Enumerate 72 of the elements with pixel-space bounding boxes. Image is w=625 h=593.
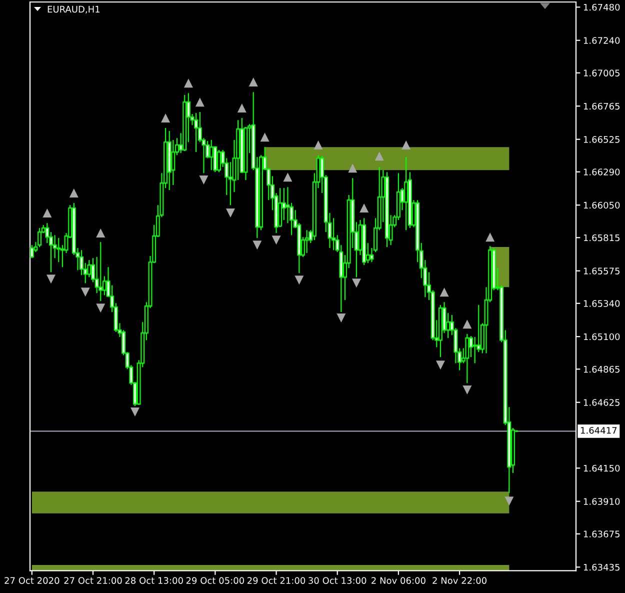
point (462, 386, 472, 395)
point (96, 228, 106, 238)
point (462, 320, 472, 329)
x-tick-label: 27 Oct 2020 (4, 577, 60, 584)
point (46, 274, 56, 284)
y-tick-label: 1.63910 (584, 498, 620, 505)
point (402, 140, 411, 150)
x-tick-label: 30 Oct 13:00 (308, 577, 366, 584)
point (130, 408, 140, 417)
y-tick-label: 1.65815 (584, 234, 620, 242)
y-tick-label: 1.63435 (584, 564, 620, 571)
y-tick-label: 1.66290 (584, 168, 620, 176)
candlestick (98, 241, 103, 302)
candlestick (194, 112, 198, 153)
candlestick (171, 139, 176, 186)
x-tick-label: 28 Oct 13:00 (125, 577, 183, 584)
point (260, 132, 270, 142)
point (440, 288, 449, 297)
candlestick (56, 237, 61, 263)
candlestick (278, 188, 282, 228)
point (272, 236, 281, 245)
point (248, 78, 258, 87)
x-tick-label: 29 Oct 21:00 (248, 577, 306, 584)
point (336, 314, 346, 323)
candlestick (472, 336, 477, 364)
x-tick-label: 27 Oct 21:00 (64, 577, 122, 584)
point (283, 172, 292, 182)
point (436, 360, 445, 370)
y-tick-label: 1.66050 (584, 202, 620, 209)
point (80, 288, 90, 297)
point (161, 114, 170, 123)
point (314, 140, 323, 150)
point (42, 208, 52, 218)
y-tick-label: 1.64150 (584, 464, 620, 472)
y-tick-label: 1.65340 (584, 300, 620, 307)
y-tick-label: 1.67005 (584, 70, 620, 76)
candlestick (228, 161, 232, 206)
point (184, 78, 193, 88)
point (352, 278, 361, 288)
ref-line-label: 1.64417 (580, 426, 617, 434)
y-tick-label: 1.67480 (584, 4, 620, 11)
point (195, 98, 204, 107)
point (486, 232, 495, 242)
x-tick-label: 2 Nov 06:00 (372, 577, 426, 584)
point (199, 176, 208, 185)
point (226, 208, 235, 218)
point (504, 496, 514, 506)
y-tick-label: 1.64865 (584, 366, 620, 373)
y-tick-label: 1.65575 (584, 268, 620, 274)
candlestick (217, 149, 221, 173)
point (252, 240, 262, 250)
y-tick-label: 1.67240 (584, 37, 620, 44)
x-tick-label: 29 Oct 05:00 (186, 577, 244, 584)
point (294, 276, 304, 285)
point (96, 304, 106, 313)
candlestick (38, 228, 42, 248)
candlestick (304, 230, 309, 254)
candlestick (404, 156, 408, 231)
y-tick-label: 1.63675 (584, 530, 620, 538)
point (348, 164, 358, 173)
point (237, 104, 246, 113)
point (69, 188, 78, 198)
y-tick-label: 1.64625 (584, 399, 620, 406)
candlestick (209, 139, 214, 171)
y-tick-label: 1.66525 (584, 136, 620, 143)
candlestick (465, 333, 470, 384)
x-tick-label: 2 Nov 22:00 (432, 577, 487, 584)
y-tick-label: 1.65100 (584, 333, 620, 340)
chart-title: EURAUD,H1 (48, 6, 100, 14)
point (360, 203, 369, 212)
point (374, 152, 384, 161)
y-tick-label: 1.66765 (584, 102, 620, 110)
